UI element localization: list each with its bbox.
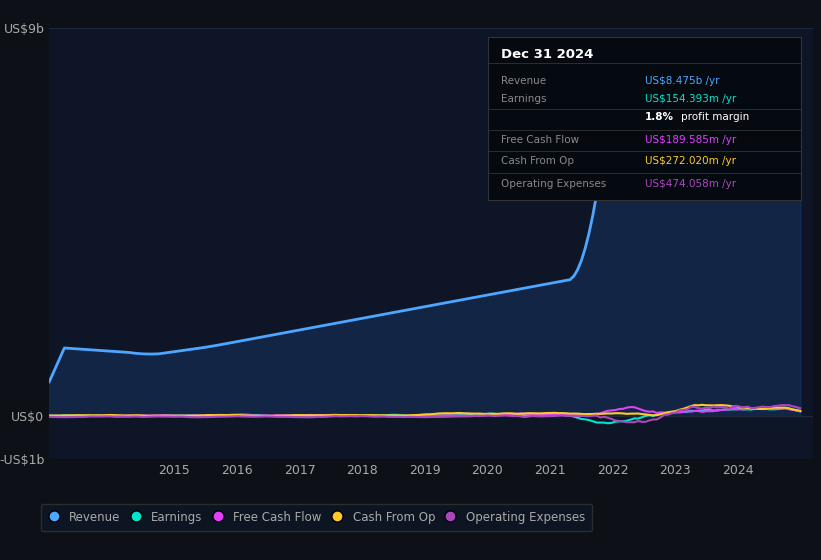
- Text: 1.8%: 1.8%: [644, 112, 674, 122]
- Text: US$474.058m /yr: US$474.058m /yr: [644, 179, 736, 189]
- Text: profit margin: profit margin: [681, 112, 749, 122]
- Text: Free Cash Flow: Free Cash Flow: [501, 135, 579, 145]
- Text: US$8.475b /yr: US$8.475b /yr: [644, 76, 719, 86]
- Text: Cash From Op: Cash From Op: [501, 156, 574, 166]
- Text: US$154.393m /yr: US$154.393m /yr: [644, 94, 736, 104]
- Text: Earnings: Earnings: [501, 94, 546, 104]
- Text: US$272.020m /yr: US$272.020m /yr: [644, 156, 736, 166]
- Legend: Revenue, Earnings, Free Cash Flow, Cash From Op, Operating Expenses: Revenue, Earnings, Free Cash Flow, Cash …: [41, 504, 592, 531]
- Text: Dec 31 2024: Dec 31 2024: [501, 48, 594, 61]
- Text: Operating Expenses: Operating Expenses: [501, 179, 606, 189]
- Text: US$189.585m /yr: US$189.585m /yr: [644, 135, 736, 145]
- Text: Revenue: Revenue: [501, 76, 546, 86]
